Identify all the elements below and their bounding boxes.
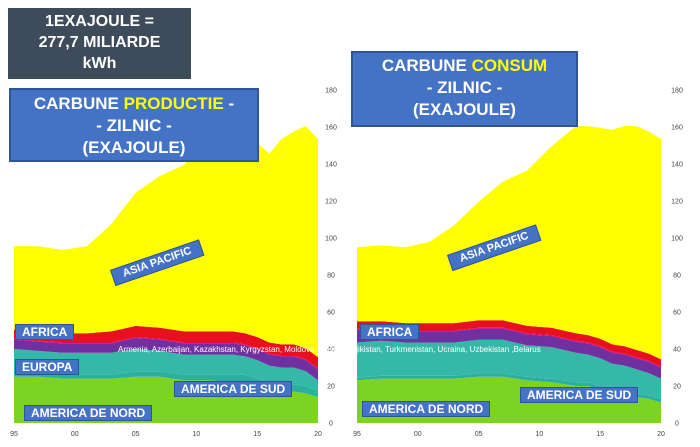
area-europe	[14, 349, 318, 392]
production-europa-label: EUROPA	[15, 359, 80, 375]
consumption-africa-label: AFRICA	[360, 324, 420, 340]
production-title-line3: (EXAJOULE)	[82, 138, 186, 157]
consumption-america-de-nord-label: AMERICA DE NORD	[362, 401, 491, 417]
area-cis	[357, 328, 661, 379]
y-tick-label: 20	[673, 384, 681, 391]
x-tick-label: 20	[314, 431, 322, 438]
y-tick-label: 140	[671, 162, 683, 169]
consumption-chart-title: CARBUNE CONSUM - ZILNIC - (EXAJOULE)	[351, 51, 578, 127]
x-tick-label: 15	[596, 431, 604, 438]
area-asia-pacific	[14, 122, 318, 358]
x-tick-label: 10	[193, 431, 201, 438]
x-tick-label: 00	[414, 431, 422, 438]
y-tick-label: 100	[671, 236, 683, 243]
consumption-chart: 0 20 40 60 80 100 120 140 160 180 95 00 05 10 15 20	[353, 88, 683, 439]
x-tick-label: 10	[536, 431, 544, 438]
y-tick-label: 180	[671, 88, 683, 95]
production-chart-title: CARBUNE PRODUCTIE - - ZILNIC - (EXAJOULE…	[9, 88, 259, 162]
area-africa	[14, 325, 318, 369]
consumption-title-line3: (EXAJOULE)	[413, 100, 516, 119]
y-tick-label: 40	[673, 347, 681, 354]
production-title-highlight: PRODUCTIE	[123, 94, 224, 113]
consumption-america-de-sud-label: AMERICA DE SUD	[520, 387, 639, 403]
y-tick-label: 80	[673, 273, 681, 280]
y-tick-label: 60	[327, 310, 335, 317]
y-tick-label: 100	[325, 236, 337, 243]
y-tick-label: 40	[327, 347, 335, 354]
production-title-line2: - ZILNIC -	[96, 116, 172, 135]
x-tick-label: 05	[132, 431, 140, 438]
y-tick-label: 160	[325, 125, 337, 132]
x-tick-label: 95	[353, 431, 361, 438]
consumption-title-highlight: CONSUM	[471, 56, 548, 75]
x-tick-label: 20	[657, 431, 665, 438]
y-tick-label: 160	[671, 125, 683, 132]
consumption-title-part1: CARBUNE	[381, 56, 472, 75]
production-america-de-nord-label: AMERICA DE NORD	[24, 405, 153, 421]
production-africa-label: AFRICA	[15, 324, 75, 340]
y-tick-label: 120	[671, 199, 683, 206]
area-europe	[357, 339, 661, 399]
energy-note-line2: 277,7 MILIARDE	[38, 34, 161, 51]
x-tick-label: 00	[71, 431, 79, 438]
energy-note-line1: 1EXAJOULE =	[45, 13, 154, 30]
consumption-title-line2: - ZILNIC -	[426, 78, 503, 97]
production-title-part2: -	[223, 94, 235, 113]
y-tick-label: 180	[325, 88, 337, 95]
x-tick-label: 05	[475, 431, 483, 438]
y-tick-label: 60	[673, 310, 681, 317]
y-tick-label: 120	[325, 199, 337, 206]
x-tick-label: 15	[253, 431, 261, 438]
exajoule-conversion-note: 1EXAJOULE = 277,7 MILIARDE kWh	[8, 8, 191, 79]
area-south-america	[14, 371, 318, 398]
production-title-part1: CARBUNE	[33, 94, 124, 113]
production-america-de-sud-label: AMERICA DE SUD	[174, 381, 293, 397]
y-tick-label: 140	[325, 162, 337, 169]
y-tick-label: 0	[675, 421, 679, 428]
y-tick-label: 0	[329, 421, 333, 428]
y-tick-label: 80	[327, 273, 335, 280]
energy-note-line3: kWh	[82, 55, 117, 72]
cis-countries-note: Armenia, Azerbaijan, Kazakhstan, Kyrgyzs…	[118, 345, 541, 354]
area-cis	[14, 337, 318, 381]
x-tick-label: 95	[10, 431, 18, 438]
y-tick-label: 20	[327, 384, 335, 391]
